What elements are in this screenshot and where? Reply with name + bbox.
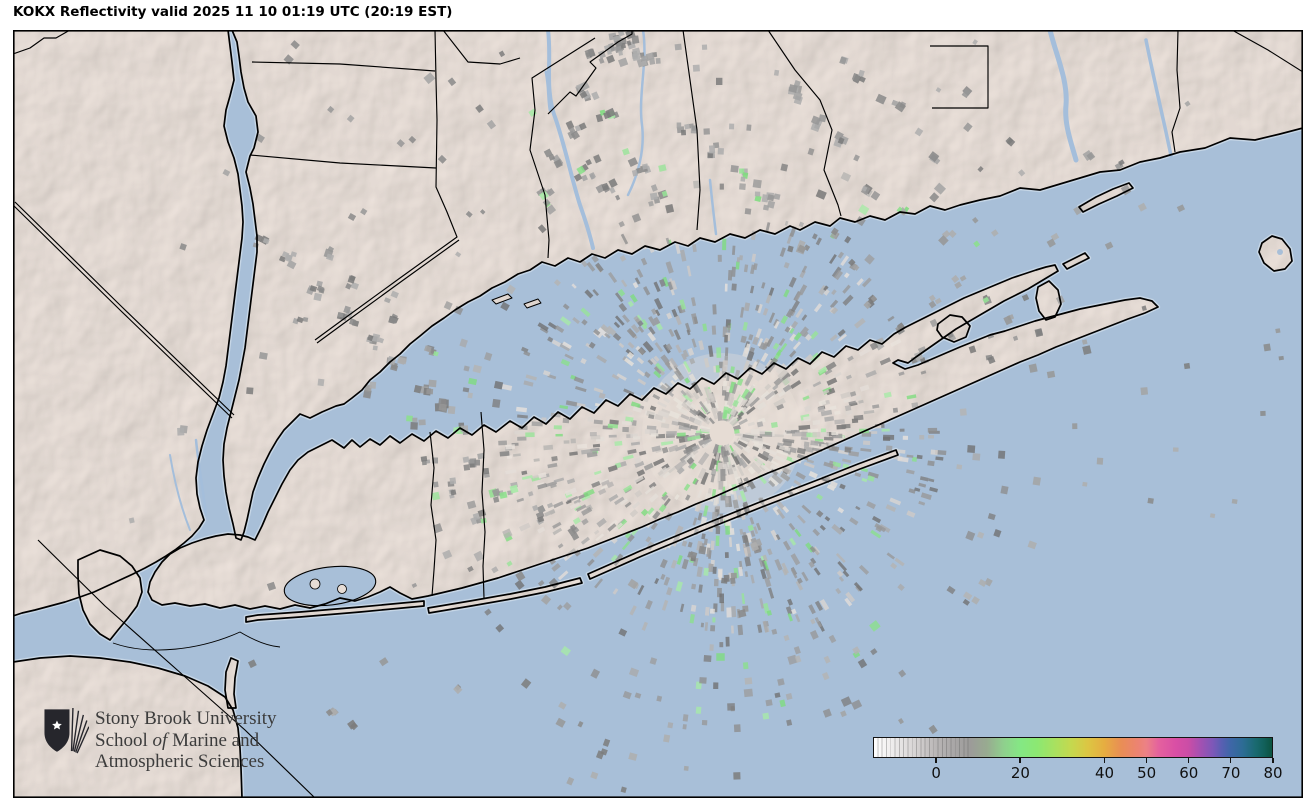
litchfield-line <box>547 30 633 115</box>
newhaven-middlesex-line <box>767 30 842 217</box>
colorbar-tick <box>1229 758 1232 763</box>
ct-ny-border <box>314 30 458 341</box>
thames-river <box>1144 38 1173 158</box>
colorbar-tick-label: 40 <box>1095 764 1115 782</box>
candlewood-lake <box>544 70 552 112</box>
nj-ny-border <box>13 204 233 419</box>
putnam-line-2 <box>249 154 437 169</box>
shield-star-icon <box>52 720 62 730</box>
block-island-pond <box>1277 249 1283 255</box>
nj-county-line <box>37 539 316 798</box>
colorbar-gradient <box>873 737 1273 758</box>
colorbar-tick <box>1272 758 1274 763</box>
queens-nassau-line <box>429 431 437 597</box>
radar-site-cone-of-silence <box>709 420 735 446</box>
hackensack-river <box>194 438 208 517</box>
fairfield-newhaven-line <box>529 37 596 259</box>
figure-title: KOKX Reflectivity valid 2025 11 10 01:19… <box>13 4 453 20</box>
colorbar-tick-label: 50 <box>1137 764 1157 782</box>
stonybrook-shield-icon <box>44 708 89 754</box>
quinnipiac-river <box>708 178 718 236</box>
colorbar-steps-overlay <box>874 738 970 757</box>
colorbar-tick <box>1145 758 1148 763</box>
ct-county-a <box>442 30 521 65</box>
connecticut-river <box>1047 30 1079 163</box>
colorbar-tick-label: 80 <box>1263 764 1283 782</box>
nj-ny-border-north <box>13 30 71 55</box>
colorbar-tick <box>1019 758 1021 763</box>
nassau-suffolk-line <box>480 411 486 599</box>
stonybrook-logo-text: Stony Brook University School of Marine … <box>95 708 277 773</box>
colorbar-tick-label: 20 <box>1010 764 1030 782</box>
housatonic-river <box>546 30 595 250</box>
passaic-river <box>169 454 191 531</box>
nj-ny-border-b <box>14 201 235 416</box>
colorbar-tick-label: 70 <box>1221 764 1241 782</box>
ct-ri-border <box>1171 30 1181 153</box>
brook-rays-icon <box>70 708 89 754</box>
putnam-line-1 <box>251 61 436 72</box>
colorbar-tick <box>935 758 937 763</box>
bay-islet <box>337 584 347 594</box>
harbor-channel-line <box>112 631 281 651</box>
logo-line1: Stony Brook University <box>95 708 277 729</box>
jamaica-bay <box>283 565 377 607</box>
colorbar: 0 20 40 50 60 70 80 <box>873 737 1283 793</box>
colorbar-tick <box>1103 758 1106 763</box>
stonybrook-logo: Stony Brook University School of Marine … <box>43 708 277 773</box>
bay-islet <box>309 578 321 590</box>
county-state-lines <box>13 30 1303 798</box>
colorbar-tick-label: 0 <box>931 764 941 782</box>
map-frame <box>13 29 1304 799</box>
logo-line2: School of Marine and <box>95 729 260 751</box>
ri-line <box>1231 30 1303 73</box>
colorbar-tick <box>1187 758 1190 763</box>
newhaven-west-line <box>682 30 701 231</box>
newlondon-box <box>930 45 989 109</box>
logo-line3: Atmospheric Sciences <box>95 751 265 772</box>
radar-echoes <box>128 30 1284 793</box>
colorbar-tick-label: 60 <box>1179 764 1199 782</box>
ct-ny-border-2 <box>316 239 460 344</box>
